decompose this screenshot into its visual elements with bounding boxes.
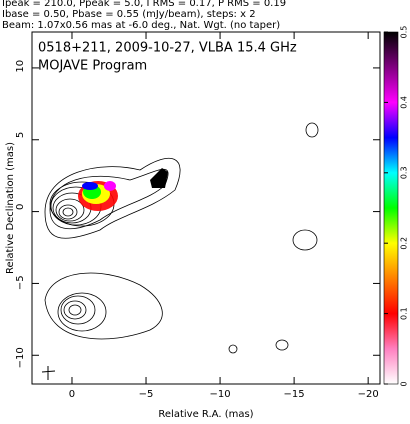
colorbar-tick-label: 0.4	[400, 96, 409, 109]
x-tick-label: −10	[210, 389, 231, 400]
colorbar-tick-label: 0.5	[400, 26, 409, 39]
contours	[44, 122, 319, 354]
x-tick-label: −20	[358, 389, 379, 400]
x-axis-label: Relative R.A. (mas)	[158, 409, 253, 420]
colorbar	[383, 31, 399, 385]
header-line: Beam: 1.07x0.56 mas at -6.0 deg., Nat. W…	[2, 20, 280, 31]
y-tick-label: −5	[15, 275, 26, 290]
x-tick-label: −5	[139, 389, 154, 400]
beam-marker	[41, 366, 56, 380]
header-line: Ipeak = 210.0, Ppeak = 5.0, I RMS = 0.17…	[2, 0, 286, 9]
plot-title: 0518+211, 2009-10-27, VLBA 15.4 GHz	[38, 41, 297, 56]
y-axis-label: Relative Declination (mas)	[5, 142, 16, 274]
y-tick-label: 5	[15, 132, 26, 138]
y-tick-label: 0	[15, 204, 26, 210]
colorbar-tick-label: 0.1	[400, 307, 409, 320]
x-tick-label: −15	[284, 389, 305, 400]
x-tick-label: 0	[69, 389, 75, 400]
y-tick-label: −10	[15, 347, 26, 368]
plot-subtitle: MOJAVE Program	[38, 59, 147, 74]
plot-frame	[31, 31, 381, 385]
colorbar-tick-label: 0.3	[400, 166, 409, 179]
polarization-blob	[78, 168, 168, 211]
colorbar-tick-label: 0	[400, 381, 409, 386]
header-line: Ibase = 0.50, Pbase = 0.55 (mJy/beam), s…	[2, 9, 256, 20]
y-tick-label: 10	[15, 60, 26, 73]
colorbar-tick-label: 0.2	[400, 237, 409, 250]
